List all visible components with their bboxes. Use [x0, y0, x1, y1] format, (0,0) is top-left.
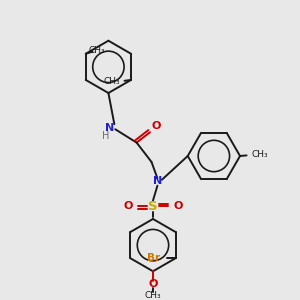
Text: N: N — [105, 123, 115, 133]
Text: CH₃: CH₃ — [103, 77, 120, 86]
Text: CH₃: CH₃ — [89, 46, 105, 55]
Text: O: O — [173, 202, 183, 212]
Text: S: S — [148, 200, 158, 213]
Text: O: O — [123, 202, 133, 212]
Text: O: O — [148, 279, 158, 289]
Text: CH₃: CH₃ — [145, 290, 161, 299]
Text: CH₃: CH₃ — [251, 150, 268, 159]
Text: H: H — [102, 131, 110, 141]
Text: Br: Br — [147, 253, 160, 263]
Text: O: O — [152, 121, 161, 131]
Text: N: N — [153, 176, 162, 186]
